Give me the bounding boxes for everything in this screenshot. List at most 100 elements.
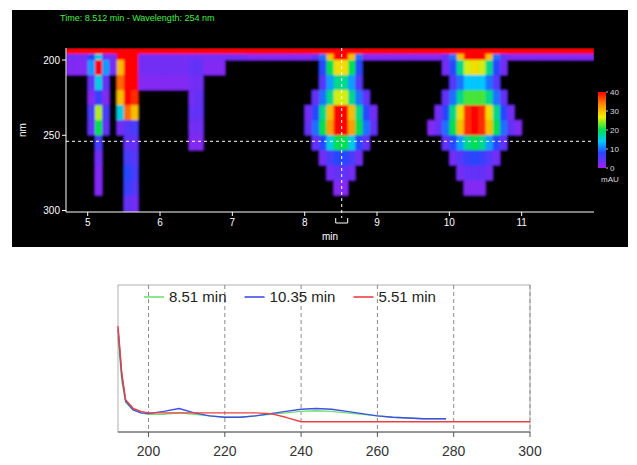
heatmap-cell [536, 150, 544, 166]
heatmap-cell [471, 150, 479, 166]
heatmap-cell [486, 120, 494, 136]
heatmap-cell [319, 60, 327, 76]
heatmap-cell [261, 120, 269, 136]
heatmap-cell [153, 195, 161, 212]
heatmap-cell [153, 120, 161, 136]
heatmap-cell [522, 195, 530, 212]
heatmap-cell [146, 75, 154, 91]
heatmap-cell [153, 60, 161, 76]
heatmap-cell [406, 90, 414, 106]
heatmap-cell [587, 195, 594, 212]
heatmap-cell [514, 105, 522, 121]
heatmap-cell [391, 180, 399, 196]
heatmap-cell [211, 75, 219, 91]
heatmap-cell [80, 150, 88, 166]
heatmap-cell [442, 60, 450, 76]
heatmap-cell [355, 165, 363, 181]
heatmap-cell [88, 90, 96, 106]
heatmap-cell [558, 165, 566, 181]
heatmap-cell [211, 60, 219, 76]
heatmap-cell [73, 54, 81, 61]
heatmap-cell [153, 90, 161, 106]
heatmap-cell [319, 150, 327, 166]
heatmap-cell [464, 195, 472, 212]
heatmap-cell [558, 54, 566, 61]
heatmap-cell [435, 54, 443, 61]
heatmap-cell [102, 135, 110, 151]
heatmap-cell [435, 105, 443, 121]
heatmap-cell [189, 120, 197, 136]
heatmap-cell [88, 165, 96, 181]
heatmap-cell [225, 48, 233, 55]
heatmap-cell [529, 120, 537, 136]
heatmap-cell [348, 105, 356, 121]
heatmap-cell [80, 195, 88, 212]
heatmap-cell [471, 105, 479, 121]
heatmap-cell [370, 180, 378, 196]
heatmap-cell [95, 135, 103, 151]
heatmap-cell [305, 75, 313, 91]
heatmap-cell [529, 75, 537, 91]
heatmap-cell [420, 120, 428, 136]
heatmap-cell [355, 135, 363, 151]
heatmap-cell [486, 180, 494, 196]
heatmap-cell [66, 120, 74, 136]
heatmap-cell [587, 105, 594, 121]
x-tick-label: 260 [366, 443, 390, 459]
x-tick-label: 7 [230, 217, 236, 228]
heatmap-cell [565, 90, 573, 106]
heatmap-cell [551, 48, 559, 55]
x-tick [453, 432, 454, 437]
heatmap-cell [102, 150, 110, 166]
heatmap-cell [334, 105, 342, 121]
heatmap-cell [218, 135, 226, 151]
heatmap-cell [406, 180, 414, 196]
heatmap-cell [261, 165, 269, 181]
heatmap-cell [131, 105, 139, 121]
x-tick-label: 10 [444, 217, 456, 228]
heatmap-cell [80, 90, 88, 106]
heatmap-cell [232, 135, 240, 151]
heatmap-cell [174, 54, 182, 61]
heatmap-cell [370, 90, 378, 106]
heatmap-cell [543, 75, 551, 91]
heatmap-cell [413, 180, 421, 196]
y-tick [62, 210, 66, 211]
heatmap-cell [88, 48, 96, 55]
heatmap-cell [319, 105, 327, 121]
heatmap-cell [326, 180, 334, 196]
heatmap-cell [529, 165, 537, 181]
heatmap-cell [124, 90, 132, 106]
heatmap-cell [572, 135, 580, 151]
heatmap-cell [406, 135, 414, 151]
x-tick-label: 5 [85, 217, 91, 228]
heatmap-cell [464, 180, 472, 196]
heatmap-cell [174, 165, 182, 181]
legend-swatch [353, 296, 373, 298]
heatmap-cell [326, 60, 334, 76]
heatmap-cell [160, 165, 168, 181]
heatmap-cell [543, 60, 551, 76]
heatmap-cell [196, 60, 204, 76]
heatmap-cell [138, 135, 146, 151]
heatmap-cell [95, 75, 103, 91]
heatmap-cell [225, 135, 233, 151]
heatmap-cell [529, 195, 537, 212]
heatmap-cell [305, 48, 313, 55]
heatmap-cell [225, 54, 233, 61]
heatmap-cell [211, 120, 219, 136]
heatmap-cell [153, 48, 161, 55]
heatmap-cell [500, 180, 508, 196]
heatmap-cell [507, 120, 515, 136]
heatmap-cell [182, 48, 190, 55]
heatmap-cell [146, 48, 154, 55]
y-tick-label: 250 [43, 130, 60, 141]
heatmap-cell [297, 54, 305, 61]
heatmap-cell [211, 150, 219, 166]
heatmap-cell [269, 120, 277, 136]
heatmap-cell [203, 165, 211, 181]
heatmap-cell [348, 165, 356, 181]
heatmap-clip [66, 48, 594, 212]
heatmap-cell [290, 75, 298, 91]
grid-line [530, 285, 531, 432]
